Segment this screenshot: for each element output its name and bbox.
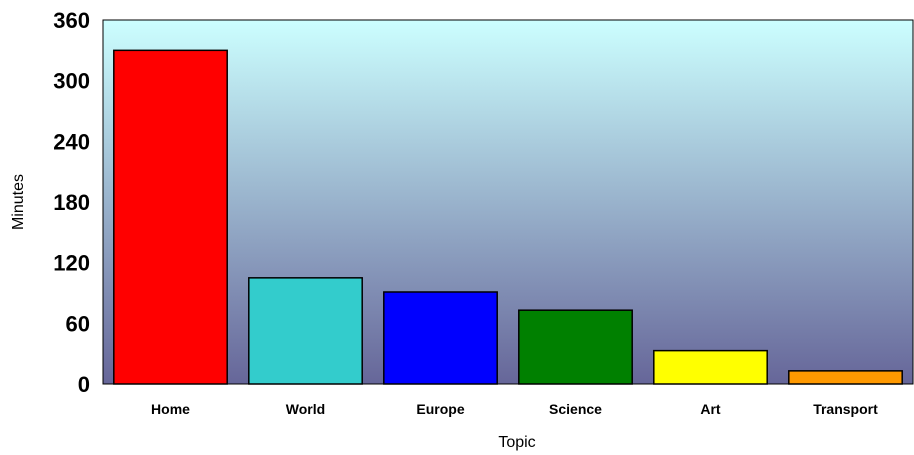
bar-science: [518, 309, 633, 385]
x-tick-label: Europe: [416, 401, 464, 417]
x-tick-label: Transport: [813, 401, 878, 417]
y-axis-ticks: 0 60 120 180 240 300 360: [53, 8, 90, 397]
x-axis-title: Topic: [498, 434, 535, 451]
x-tick-label: Home: [151, 401, 190, 417]
y-tick-label: 180: [53, 190, 90, 215]
plot-area: [102, 19, 914, 385]
y-tick-label: 0: [78, 372, 90, 397]
x-tick-label: Art: [700, 401, 721, 417]
x-tick-label: Science: [549, 401, 602, 417]
x-tick-label: World: [286, 401, 325, 417]
bar-home: [113, 49, 228, 385]
y-tick-label: 120: [53, 251, 90, 276]
bar-art: [653, 349, 768, 385]
y-tick-label: 300: [53, 69, 90, 94]
y-tick-label: 60: [66, 311, 90, 336]
bars: [113, 49, 903, 385]
bar-europe: [383, 291, 498, 385]
y-axis-title: Minutes: [10, 174, 27, 230]
x-axis-ticks: Home World Europe Science Art Transport: [151, 401, 878, 417]
bar-transport: [788, 370, 903, 385]
y-tick-label: 360: [53, 8, 90, 33]
bar-world: [248, 277, 363, 385]
y-tick-label: 240: [53, 129, 90, 154]
